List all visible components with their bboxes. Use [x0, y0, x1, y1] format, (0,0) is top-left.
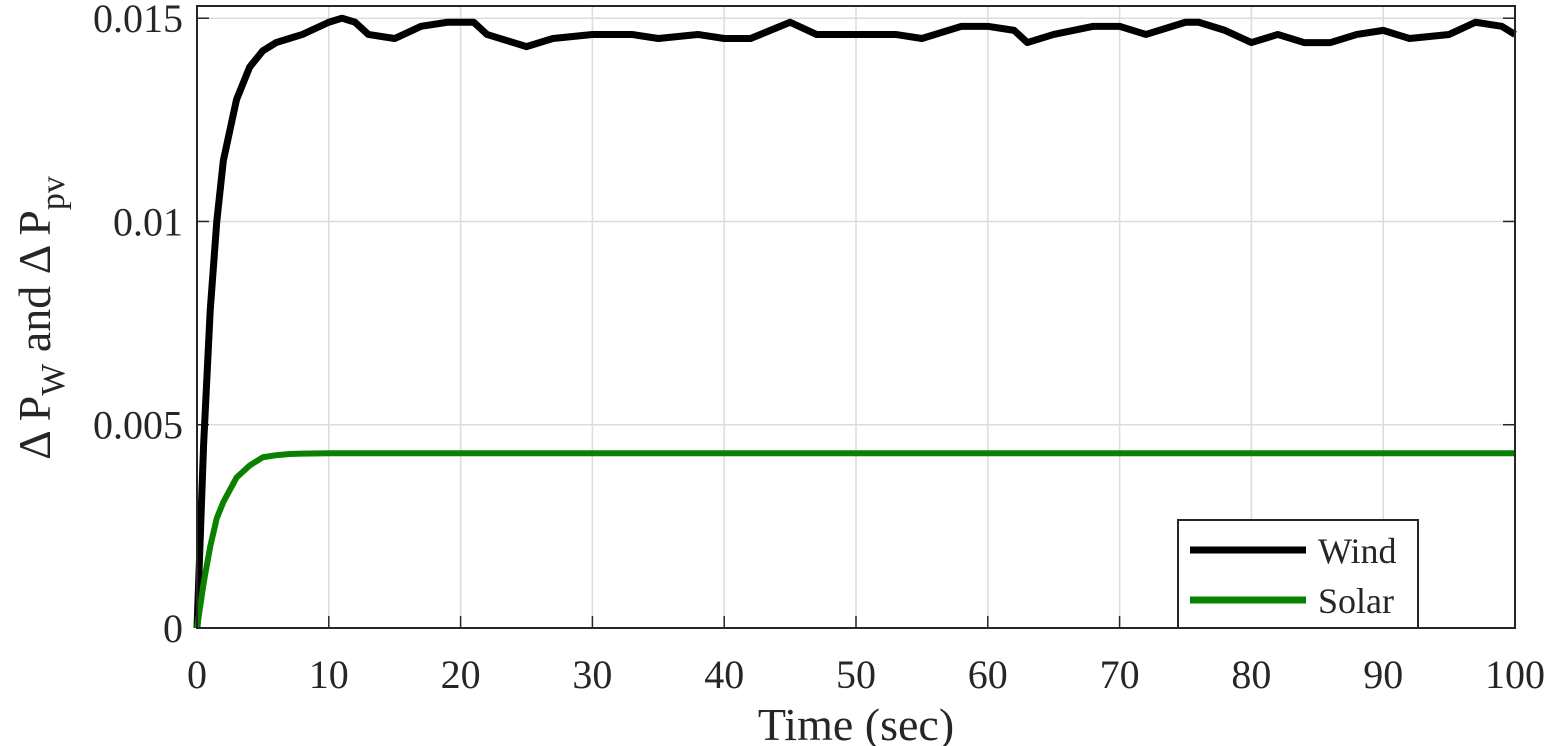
legend-label: Solar: [1318, 581, 1394, 621]
y-tick-label: 0.015: [93, 0, 183, 41]
x-tick-label: 30: [572, 652, 612, 697]
x-tick-label: 90: [1363, 652, 1403, 697]
y-label-subscript: pv: [35, 176, 72, 210]
y-tick-label: 0.005: [93, 403, 183, 448]
y-axis-label: Δ PW and Δ Ppv: [9, 176, 72, 460]
x-tick-label: 20: [441, 652, 481, 697]
x-axis-label: Time (sec): [758, 699, 954, 746]
x-tick-label: 100: [1485, 652, 1545, 697]
legend-box: [1177, 519, 1419, 629]
x-tick-label: 10: [309, 652, 349, 697]
y-tick-label: 0.01: [113, 199, 183, 244]
plot-frame: [196, 5, 1516, 629]
y-label-part: and Δ P: [9, 210, 60, 364]
legend-label: Wind: [1318, 531, 1397, 571]
y-label-part: Δ P: [9, 396, 60, 460]
y-tick-label: 0: [163, 606, 183, 651]
x-tick-label: 70: [1100, 652, 1140, 697]
line-series: [194, 450, 1515, 629]
x-tick-label: 40: [704, 652, 744, 697]
y-label-subscript: W: [35, 363, 72, 396]
x-tick-label: 60: [968, 652, 1008, 697]
x-tick-label: 80: [1231, 652, 1271, 697]
x-tick-label: 0: [187, 652, 207, 697]
line-series: [193, 14, 1517, 629]
x-tick-label: 50: [836, 652, 876, 697]
